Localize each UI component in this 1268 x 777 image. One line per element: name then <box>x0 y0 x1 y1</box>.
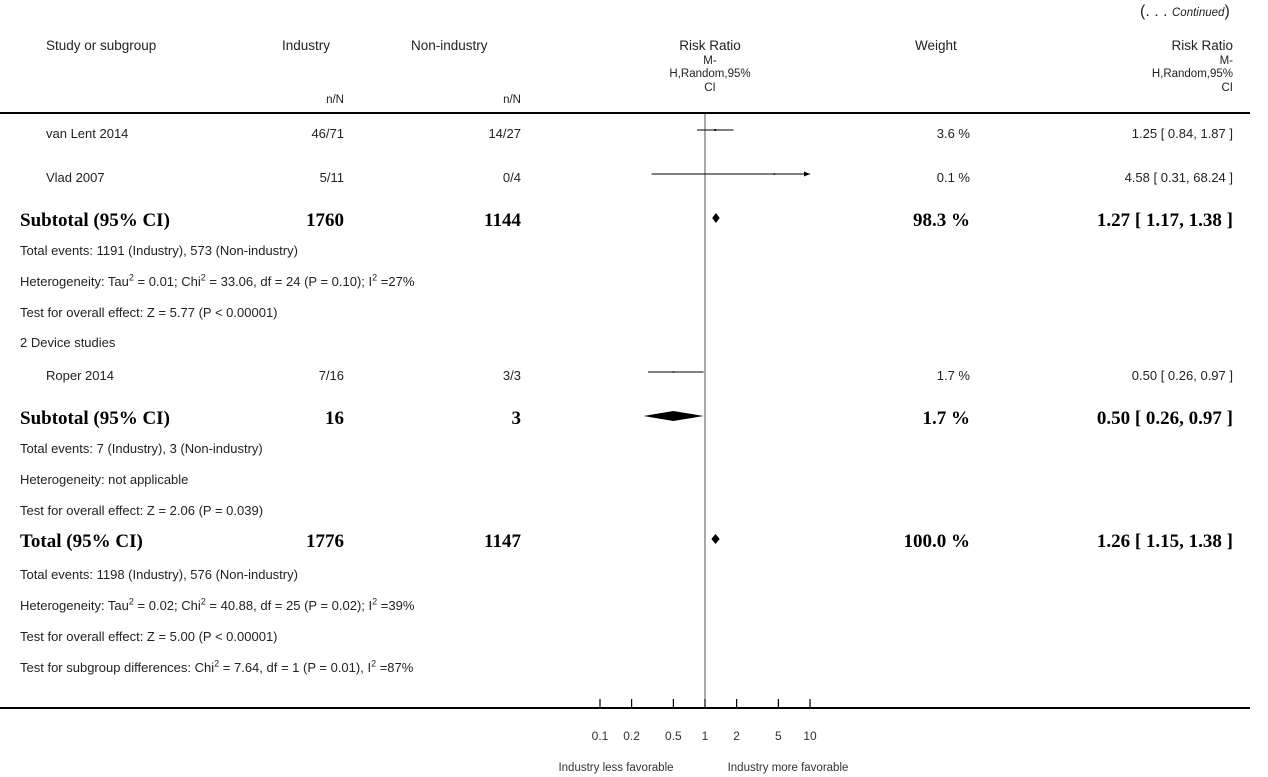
header-rr-plot-4: CI <box>704 82 716 94</box>
note-text: Heterogeneity: not applicable <box>20 472 189 487</box>
weight-value: 98.3 % <box>913 210 970 231</box>
continued-close: ) <box>1224 3 1230 20</box>
industry-value: 5/11 <box>319 170 344 185</box>
nonindustry-value: 1144 <box>484 210 521 231</box>
ci-value: 4.58 [ 0.31, 68.24 ] <box>1124 170 1233 185</box>
point-estimate <box>773 173 776 175</box>
ci-value: 0.50 [ 0.26, 0.97 ] <box>1131 368 1233 383</box>
nonindustry-value: 14/27 <box>488 126 521 141</box>
tick-label: 10 <box>803 729 817 743</box>
header-nn-industry: n/N <box>326 94 344 106</box>
header-weight: Weight <box>915 38 957 53</box>
nonindustry-value: 3/3 <box>502 368 521 383</box>
note-text: 2 Device studies <box>20 335 116 350</box>
note-text: Heterogeneity: Tau2 = 0.01; Chi2 = 33.06… <box>20 272 415 289</box>
bottom-rule <box>0 707 1250 709</box>
note-text: Total events: 1198 (Industry), 576 (Non-… <box>20 567 298 582</box>
header-nn-nonindustry: n/N <box>503 94 521 106</box>
subtotal-label: Subtotal (95% CI) <box>20 210 170 231</box>
header-nonindustry: Non-industry <box>411 38 488 53</box>
header-rule <box>0 112 1250 114</box>
industry-value: 46/71 <box>311 126 344 141</box>
summary-diamond <box>712 213 720 223</box>
xlabel-left: Industry less favorable <box>558 762 673 774</box>
note-text: Test for overall effect: Z = 2.06 (P = 0… <box>20 503 264 518</box>
xlabel-right: Industry more favorable <box>728 762 849 774</box>
point-estimate <box>672 371 675 373</box>
continued-label: (. . . Continued) <box>1140 4 1230 21</box>
industry-value: 7/16 <box>318 368 344 383</box>
point-estimate <box>714 129 717 131</box>
tick-label: 1 <box>702 729 709 743</box>
note-text: Total events: 7 (Industry), 3 (Non-indus… <box>20 441 263 456</box>
weight-value: 100.0 % <box>903 531 971 552</box>
header-industry: Industry <box>282 38 331 53</box>
tick-label: 0.1 <box>592 729 609 743</box>
note-text: Test for overall effect: Z = 5.77 (P < 0… <box>20 305 278 320</box>
ci-value: 1.27 [ 1.17, 1.38 ] <box>1096 210 1233 231</box>
continued-open: (. . . <box>1140 3 1172 20</box>
tick-label: 0.5 <box>665 729 682 743</box>
ci-arrow <box>804 171 810 177</box>
note-text: Test for subgroup differences: Chi2 = 7.… <box>20 658 414 675</box>
ci-value: 1.25 [ 0.84, 1.87 ] <box>1131 126 1233 141</box>
nonindustry-value: 1147 <box>484 531 521 552</box>
note-text: Total events: 1191 (Industry), 573 (Non-… <box>20 243 298 258</box>
industry-value: 16 <box>325 408 344 429</box>
header-rr-text-2: M- <box>1219 55 1233 67</box>
nonindustry-value: 3 <box>511 408 522 429</box>
study-label: Roper 2014 <box>46 368 114 383</box>
header-rr-text-1: Risk Ratio <box>1171 38 1233 53</box>
subtotal-label: Total (95% CI) <box>20 531 143 552</box>
header-rr-plot-3: H,Random,95% <box>669 68 751 80</box>
tick-label: 2 <box>733 729 740 743</box>
industry-value: 1760 <box>306 210 344 231</box>
weight-value: 1.7 % <box>922 408 971 429</box>
header-rr-text-3: H,Random,95% <box>1151 68 1233 80</box>
tick-label: 0.2 <box>623 729 640 743</box>
study-label: Vlad 2007 <box>46 170 105 185</box>
header-rr-plot-1: Risk Ratio <box>679 38 741 53</box>
weight-value: 3.6 % <box>936 126 970 141</box>
continued-text: Continued <box>1172 7 1225 19</box>
ci-value: 1.26 [ 1.15, 1.38 ] <box>1096 531 1233 552</box>
tick-label: 5 <box>775 729 782 743</box>
nonindustry-value: 0/4 <box>502 170 521 185</box>
weight-value: 0.1 % <box>936 170 970 185</box>
note-text: Test for overall effect: Z = 5.00 (P < 0… <box>20 629 278 644</box>
study-label: van Lent 2014 <box>46 126 129 141</box>
industry-value: 1776 <box>306 531 344 552</box>
header-rr-text-4: CI <box>1221 82 1234 94</box>
header-study: Study or subgroup <box>46 38 157 53</box>
header-rr-plot-2: M- <box>703 55 717 67</box>
summary-diamond <box>643 411 704 421</box>
ci-value: 0.50 [ 0.26, 0.97 ] <box>1096 408 1233 429</box>
weight-value: 1.7 % <box>936 368 970 383</box>
note-text: Heterogeneity: Tau2 = 0.02; Chi2 = 40.88… <box>20 596 415 613</box>
summary-diamond <box>711 534 720 544</box>
subtotal-label: Subtotal (95% CI) <box>20 408 170 429</box>
